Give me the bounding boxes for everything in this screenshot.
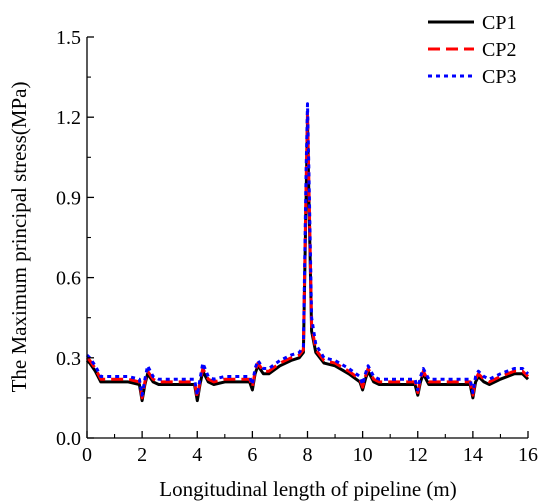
legend-label-cp3: CP3 [482,66,516,88]
x-tick-label: 0 [82,444,92,466]
series-line-cp3 [85,102,530,397]
x-tick-label: 2 [137,444,147,466]
ticks: 0 2 4 6 8 10 12 14 16 0.0 0.3 0.6 0.9 1.2 1.5 [56,27,538,466]
y-tick-label: 0.6 [56,268,81,290]
legend: CP1 CP2 CP3 [428,12,516,88]
series-line-cp1 [85,118,530,403]
legend-label-cp1: CP1 [482,12,516,34]
x-tick-label: 14 [463,444,483,466]
y-tick-label: 0.0 [56,428,81,450]
x-tick-label: 4 [192,444,202,466]
y-tick-label: 0.3 [56,348,81,370]
x-axis-label: Longitudinal length of pipeline (m) [159,477,456,501]
plot-lines [85,102,530,403]
x-tick-label: 16 [518,444,538,466]
y-tick-label: 1.5 [56,27,81,49]
x-tick-label: 10 [353,444,373,466]
y-axis-label: The Maximum principal stress(MPa) [7,82,31,393]
x-tick-label: 8 [303,444,313,466]
x-tick-label: 12 [408,444,428,466]
legend-label-cp2: CP2 [482,39,516,61]
y-tick-label: 0.9 [56,187,81,209]
y-tick-label: 1.2 [56,107,81,129]
x-tick-label: 6 [247,444,257,466]
